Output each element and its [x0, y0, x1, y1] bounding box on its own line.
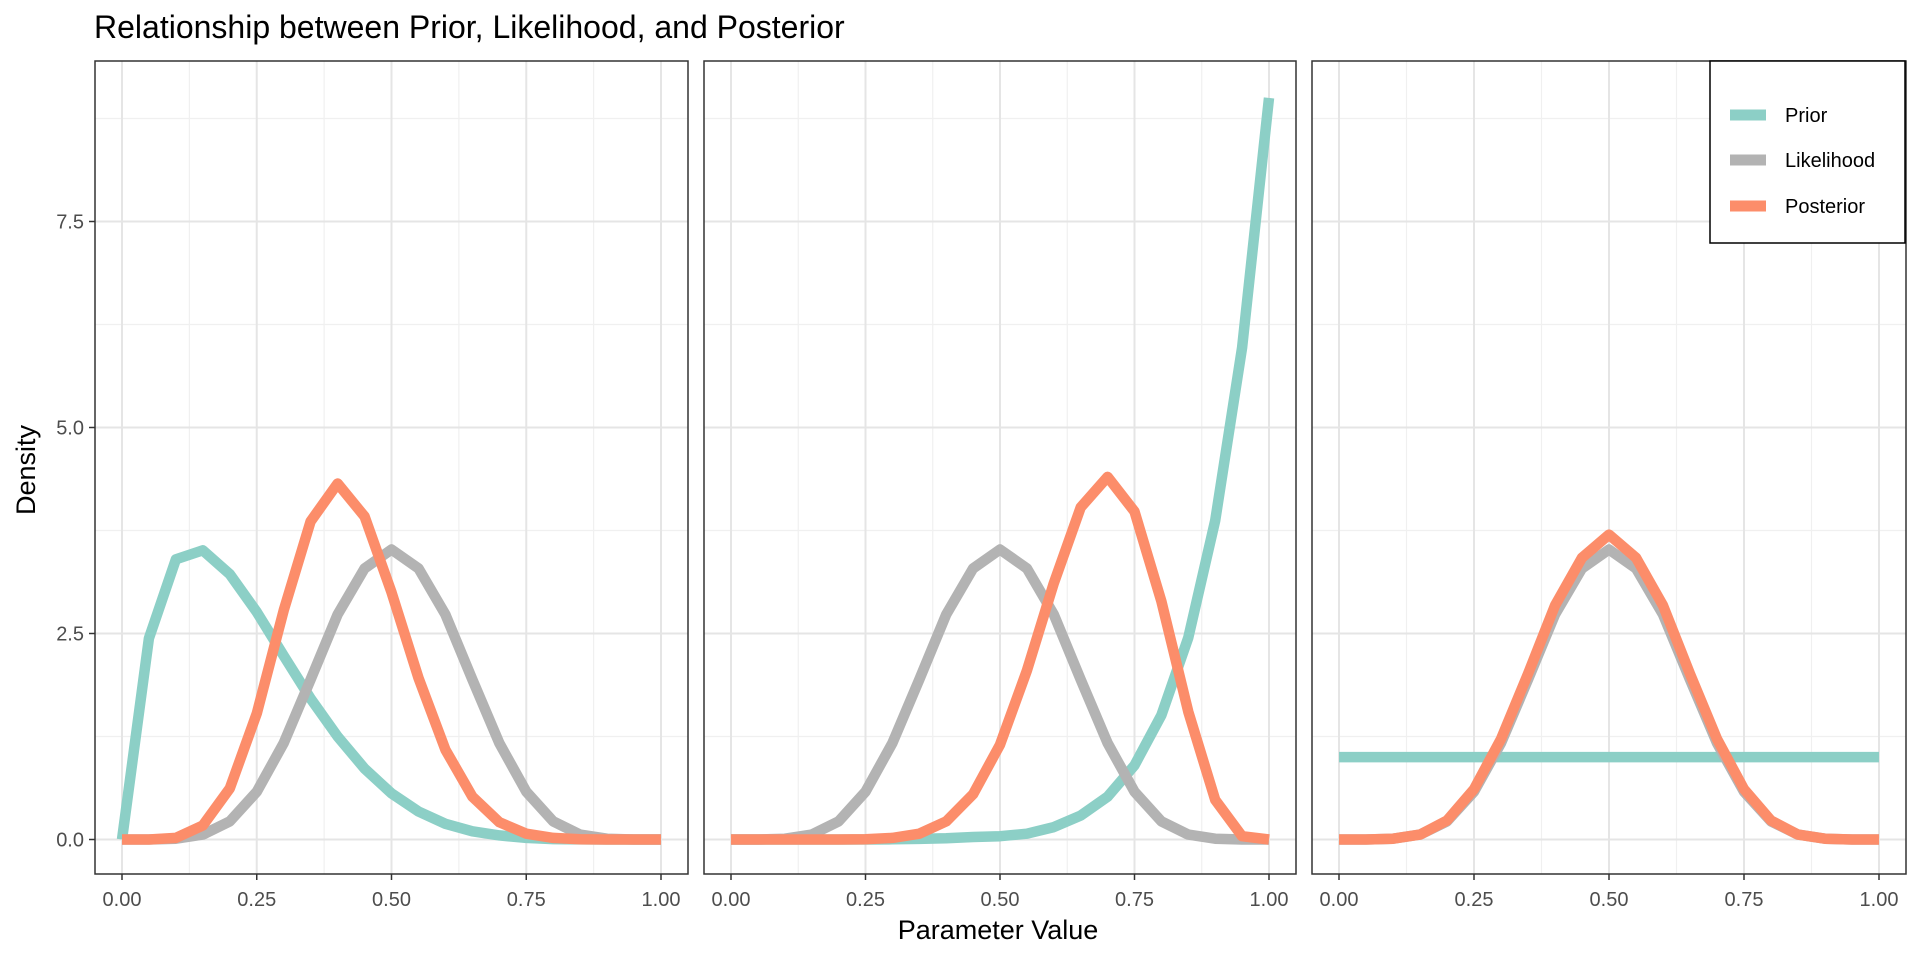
x-tick-label: 0.75 — [507, 889, 546, 911]
legend-item-prior: Prior — [1730, 105, 1828, 127]
panel-1: 0.00 0.25 0.50 0.75 1.00 0.0 2.5 5.0 7.5 — [56, 60, 689, 911]
x-tick-label: 0.00 — [712, 889, 751, 911]
series-line-likelihood — [122, 544, 661, 845]
legend: Prior Likelihood Posterior — [1709, 60, 1906, 244]
panel-2: 0.00 0.25 0.50 0.75 1.00 — [703, 60, 1297, 911]
x-tick-label: 0.25 — [237, 889, 276, 911]
x-tick-label: 0.25 — [846, 889, 885, 911]
series-line-posterior — [122, 478, 661, 845]
y-axis-title: Density — [11, 424, 41, 515]
legend-label-prior: Prior — [1785, 105, 1828, 127]
x-tick-label: 0.25 — [1455, 889, 1494, 911]
x-tick-label: 1.00 — [1250, 889, 1289, 911]
x-tick-label: 0.75 — [1725, 889, 1764, 911]
series-line-likelihood — [731, 544, 1269, 845]
legend-box — [1709, 60, 1906, 244]
legend-item-likelihood: Likelihood — [1730, 150, 1875, 172]
x-tick-label: 1.00 — [1860, 889, 1899, 911]
series-line-posterior — [731, 471, 1270, 845]
x-tick-label: 0.00 — [103, 889, 142, 911]
chart-title: Relationship between Prior, Likelihood, … — [94, 9, 845, 45]
y-tick-label: 2.5 — [56, 624, 84, 646]
legend-label-likelihood: Likelihood — [1785, 150, 1875, 172]
x-tick-label: 0.50 — [1590, 889, 1629, 911]
y-tick-label: 5.0 — [56, 418, 84, 440]
chart-panels: 0.00 0.25 0.50 0.75 1.00 0.0 2.5 5.0 7.5 0.00 0.25… — [56, 60, 1907, 911]
y-tick-label: 7.5 — [56, 212, 84, 234]
x-tick-label: 1.00 — [642, 889, 681, 911]
legend-item-posterior: Posterior — [1730, 196, 1865, 218]
x-tick-label: 0.50 — [372, 889, 411, 911]
x-tick-label: 0.50 — [981, 889, 1020, 911]
x-tick-label: 0.75 — [1115, 889, 1154, 911]
legend-label-posterior: Posterior — [1785, 196, 1865, 218]
x-axis-title: Parameter Value — [898, 915, 1099, 945]
series-line-posterior — [1339, 529, 1879, 845]
x-tick-label: 0.00 — [1320, 889, 1359, 911]
y-tick-label: 0.0 — [56, 830, 84, 852]
